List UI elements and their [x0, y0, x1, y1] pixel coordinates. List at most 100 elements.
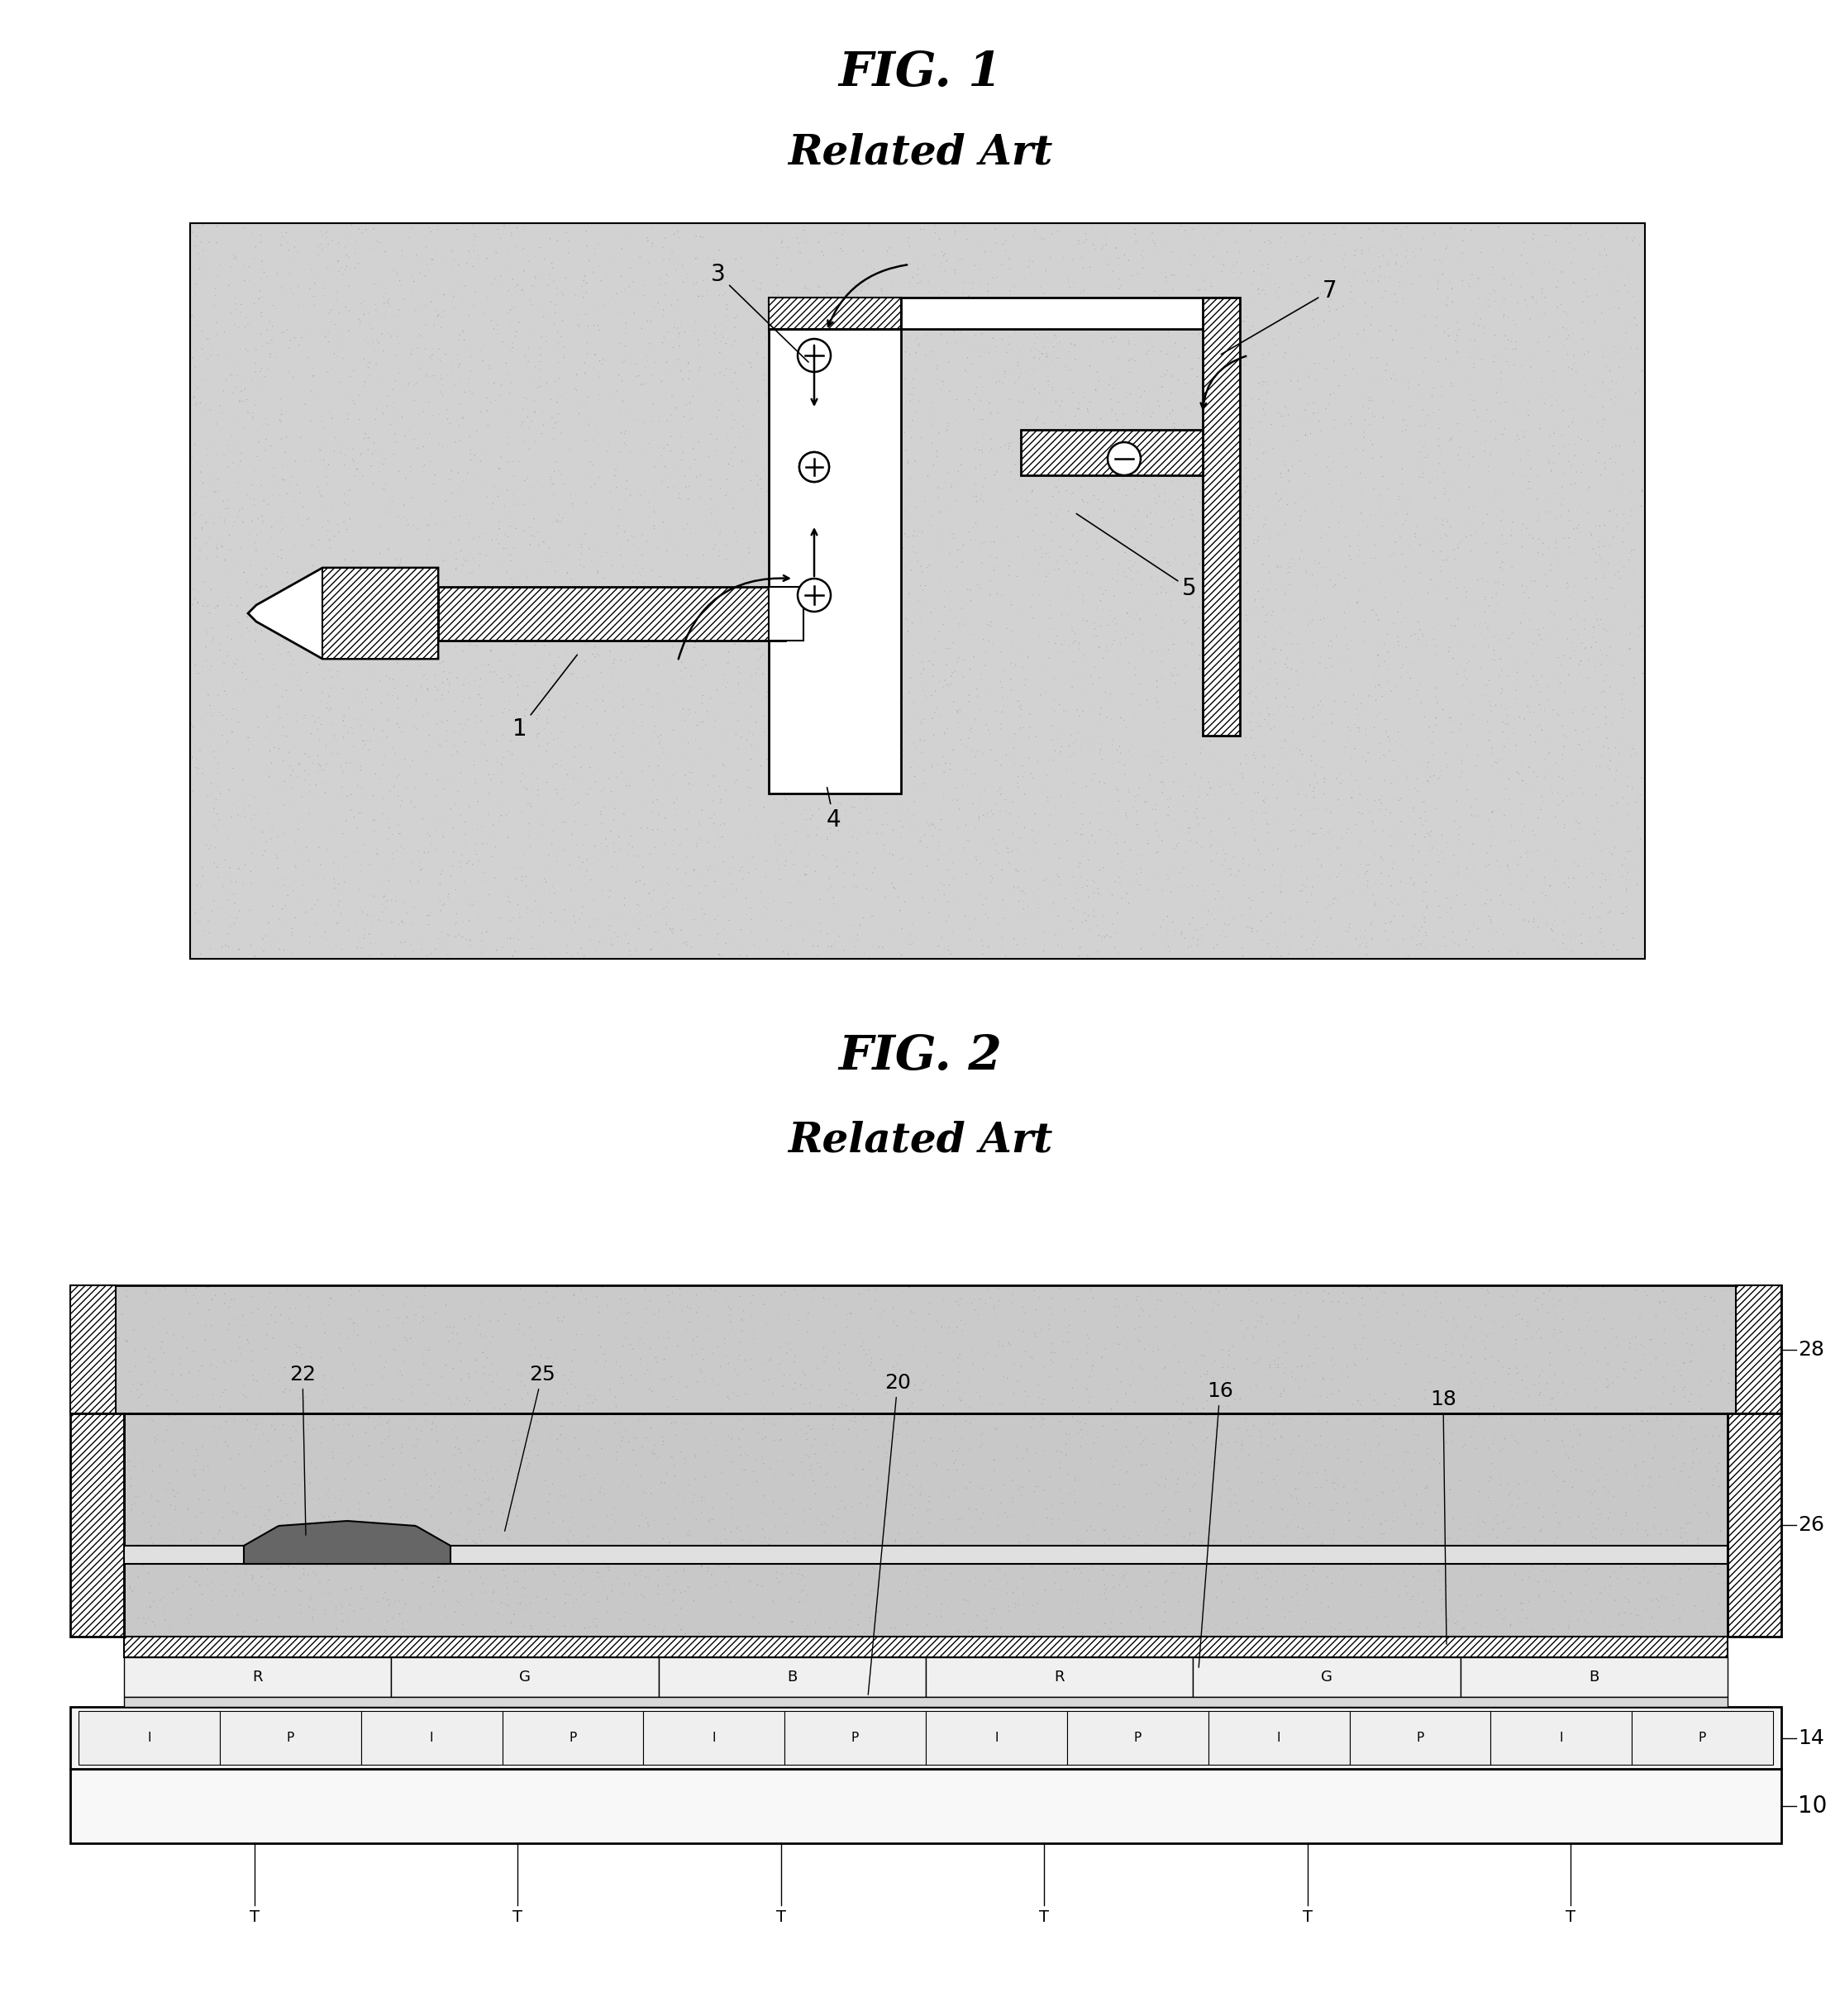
Point	[1249, 923, 1279, 956]
Point	[1132, 589, 1161, 621]
Point	[1185, 1456, 1214, 1488]
Point	[1443, 857, 1472, 889]
Point	[1211, 260, 1240, 292]
Point	[1008, 387, 1038, 419]
Point	[339, 702, 368, 734]
Point	[497, 1393, 526, 1425]
Point	[495, 294, 524, 327]
Point	[466, 1387, 495, 1419]
Point	[1470, 1333, 1500, 1365]
Point	[1271, 917, 1301, 950]
Point	[1214, 1393, 1244, 1425]
Point	[1248, 663, 1277, 696]
Point	[1367, 1276, 1397, 1308]
Point	[1157, 444, 1187, 476]
Point	[1192, 1615, 1222, 1647]
Point	[1562, 788, 1592, 821]
Point	[1384, 597, 1413, 629]
Point	[788, 1357, 817, 1389]
Point	[550, 1300, 580, 1333]
Point	[1268, 724, 1297, 756]
Point	[1192, 694, 1222, 726]
Point	[736, 464, 765, 496]
Point	[594, 913, 624, 946]
Point	[1540, 800, 1570, 833]
Point	[1176, 427, 1205, 460]
Point	[1544, 526, 1573, 558]
Point	[434, 881, 464, 913]
Point	[1021, 403, 1051, 435]
Point	[1439, 839, 1468, 871]
Point	[1207, 935, 1236, 968]
Point	[1065, 407, 1095, 439]
Point	[1262, 667, 1292, 700]
Point	[1507, 460, 1536, 492]
Point	[1522, 286, 1551, 319]
Point	[679, 1325, 708, 1357]
Point	[241, 613, 270, 645]
Point	[436, 861, 466, 893]
Point	[1306, 752, 1336, 784]
Point	[1154, 314, 1183, 347]
Point	[754, 673, 784, 706]
Point	[740, 1542, 769, 1574]
Point	[1098, 327, 1128, 359]
Point	[688, 1482, 718, 1514]
Point	[1014, 1456, 1043, 1488]
Point	[407, 933, 436, 966]
Point	[865, 756, 894, 788]
Point	[486, 222, 515, 254]
Point	[502, 696, 532, 728]
Point	[824, 691, 854, 724]
Point	[1395, 486, 1424, 518]
Point	[1514, 605, 1544, 637]
Point	[578, 256, 607, 288]
Point	[1433, 635, 1463, 667]
Point	[1023, 286, 1052, 319]
Point	[1284, 1302, 1314, 1335]
Point	[546, 691, 576, 724]
Point	[1566, 901, 1595, 933]
Point	[999, 222, 1029, 254]
Point	[747, 472, 776, 504]
Point	[506, 1365, 535, 1397]
Point	[331, 841, 361, 873]
Point	[569, 276, 598, 308]
Point	[147, 1425, 177, 1458]
Point	[508, 405, 537, 437]
Point	[644, 607, 673, 639]
Point	[1316, 564, 1345, 597]
Point	[1176, 907, 1205, 939]
Point	[1514, 385, 1544, 417]
Point	[607, 903, 637, 935]
Point	[1369, 814, 1398, 847]
Point	[765, 1470, 795, 1502]
Point	[878, 839, 907, 871]
Point	[1010, 855, 1040, 887]
Point	[221, 282, 250, 314]
Point	[160, 1490, 190, 1522]
Point	[1610, 591, 1639, 623]
Point	[1625, 1566, 1654, 1599]
Point	[315, 450, 344, 482]
Point	[311, 1431, 340, 1464]
Point	[979, 1387, 1008, 1419]
Point	[85, 1369, 114, 1401]
Point	[1509, 810, 1538, 843]
Point	[1564, 1500, 1593, 1532]
Point	[854, 1482, 883, 1514]
Point	[920, 593, 949, 625]
Point	[1117, 222, 1146, 254]
Point	[738, 1538, 767, 1570]
Point	[1417, 833, 1446, 865]
Point	[1124, 1520, 1154, 1552]
Point	[510, 1572, 539, 1605]
Point	[462, 573, 491, 605]
Point	[1087, 310, 1117, 343]
Point	[955, 913, 984, 946]
Point	[1595, 720, 1625, 752]
Point	[1301, 1472, 1330, 1504]
Point	[1089, 302, 1119, 335]
Point	[1058, 861, 1087, 893]
Point	[116, 1494, 145, 1526]
